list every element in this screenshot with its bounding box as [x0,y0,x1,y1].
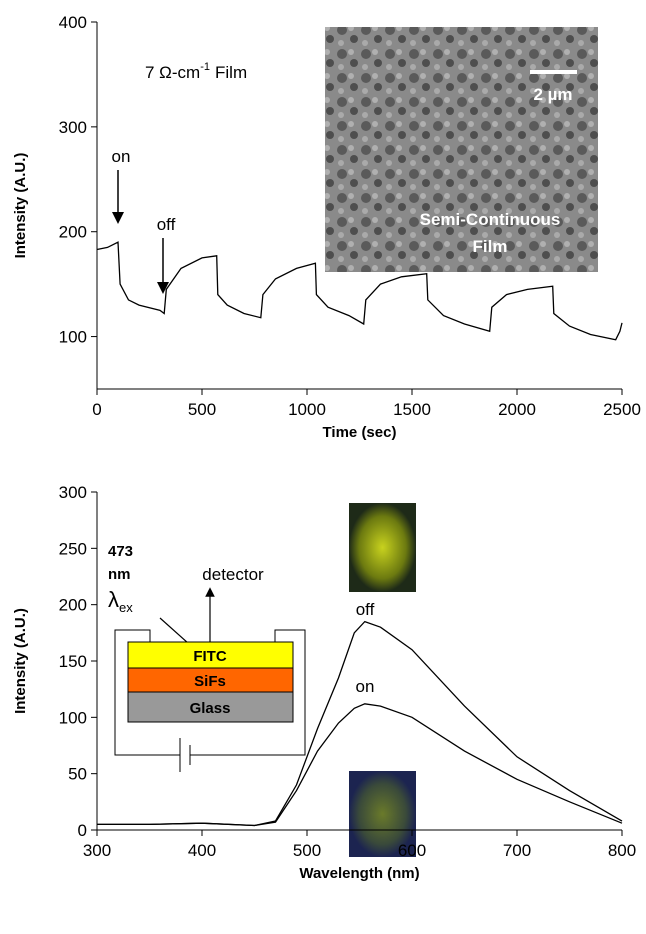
y-tick-label: 400 [59,13,87,32]
y-tick-label: 200 [59,596,87,615]
fluorescence-image [349,503,416,592]
x-axis-label: Wavelength (nm) [299,865,419,882]
layer-label: FITC [193,648,226,665]
y-tick-label: 200 [59,223,87,242]
off-label: off [157,215,176,234]
y-tick-label: 300 [59,483,87,502]
x-tick-label: 2500 [603,400,641,419]
lambda-sub: ex [119,600,133,615]
lambda: λex [108,587,133,615]
x-axis-label: Time (sec) [323,424,397,441]
x-tick-label: 500 [188,400,216,419]
scale-label: 2 µm [533,85,572,104]
y-axis-label: Intensity (A.U.) [12,153,29,259]
fitc-layer [127,641,294,669]
y-tick-label: 0 [78,821,87,840]
wavelength-label: nm [108,566,131,583]
film-label-tail: Film [215,63,247,82]
sem-image [325,27,598,272]
inset-label: Semi-Continuous [420,210,561,229]
x-tick-label: 1000 [288,400,326,419]
inset-label: Film [473,237,508,256]
x-tick-label: 0 [92,400,101,419]
layer-label: SiFs [194,673,226,690]
x-tick-label: 1500 [393,400,431,419]
x-tick-label: 600 [398,841,426,860]
y-axis-label: Intensity (A.U.) [12,608,29,714]
series-label: off [356,600,375,619]
film-label: 7 Ω-cm-1 Film [145,61,247,82]
y-tick-label: 50 [68,765,87,784]
y-tick-label: 300 [59,118,87,137]
y-tick-label: 100 [59,328,87,347]
data-line [96,241,623,341]
layer-label: Glass [190,700,231,717]
glass-layer [127,691,294,723]
sifs-layer [127,667,294,693]
wavelength-label: 473 [108,543,133,560]
film-label-main: 7 Ω-cm [145,63,200,82]
y-tick-label: 100 [59,708,87,727]
film-label-sup: -1 [200,61,210,73]
x-tick-label: 400 [188,841,216,860]
x-tick-label: 300 [83,841,111,860]
y-tick-label: 250 [59,539,87,558]
lambda-main: λ [108,587,119,612]
x-tick-label: 700 [503,841,531,860]
data-line [97,703,623,827]
x-tick-label: 500 [293,841,321,860]
detector-label: detector [202,565,264,584]
fluorescence-image [349,771,416,857]
x-tick-label: 800 [608,841,636,860]
x-tick-label: 2000 [498,400,536,419]
series-label: on [356,677,375,696]
on-label: on [112,147,131,166]
y-tick-label: 150 [59,652,87,671]
